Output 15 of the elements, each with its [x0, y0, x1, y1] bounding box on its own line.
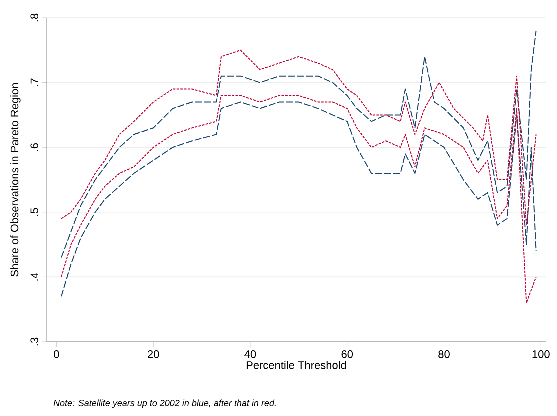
x-tick-label: 0: [54, 350, 60, 358]
x-tick-label: 60: [342, 350, 354, 358]
y-tick-label: .3: [30, 338, 38, 346]
x-tick-label: 40: [244, 350, 256, 358]
x-tick-label: 20: [148, 350, 160, 358]
text: Note: Satellite years up to 2002 in blue, after that in red.: [54, 400, 276, 408]
y-tick-label: .8: [30, 14, 38, 22]
y-tick-label: .6: [30, 144, 38, 152]
y-axis-title: Share of Observations in Pareto Region: [10, 84, 21, 277]
y-tick-label: .4: [30, 272, 38, 281]
y-tick-label: .7: [30, 78, 38, 86]
y-tick-label: .5: [30, 208, 38, 216]
x-tick-label: 80: [438, 350, 450, 358]
x-axis-title: Percentile Threshold: [246, 361, 346, 370]
x-tick-label: 100: [532, 350, 550, 358]
